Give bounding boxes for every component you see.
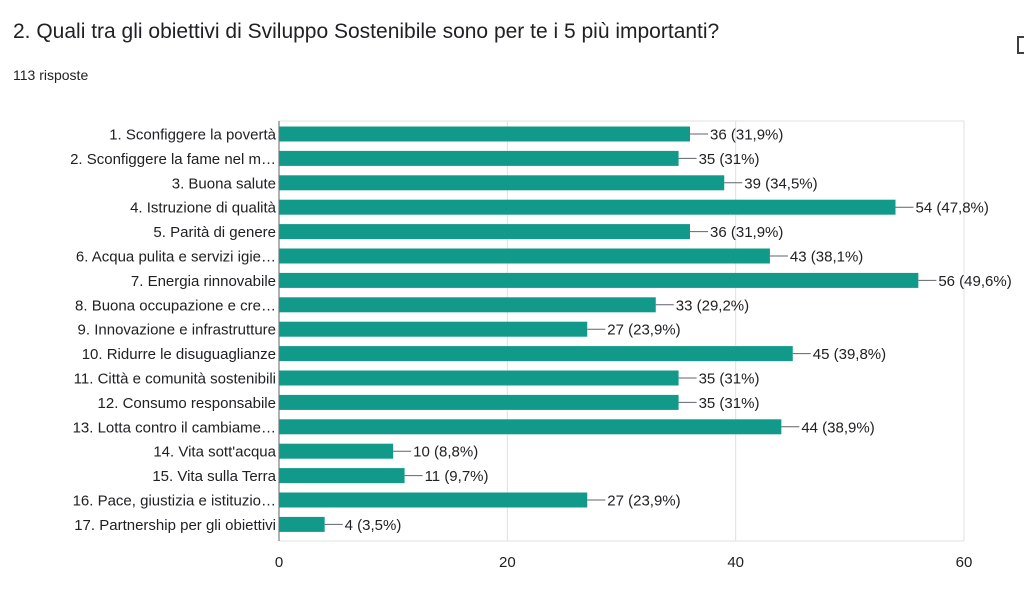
data-label: 44 (38,9%) — [801, 419, 874, 436]
bar — [279, 199, 896, 215]
bar — [279, 468, 405, 484]
bar — [279, 394, 679, 410]
category-label: 12. Consumo responsabile — [98, 395, 276, 412]
category-label: 9. Innovazione e infrastrutture — [78, 322, 276, 339]
bar — [279, 492, 588, 508]
data-label: 10 (8,8%) — [413, 444, 478, 461]
category-label: 13. Lotta contro il cambiame… — [73, 419, 276, 436]
question-title: 2. Quali tra gli obiettivi di Sviluppo S… — [13, 20, 720, 43]
data-label: 11 (9,7%) — [425, 468, 489, 485]
bar — [279, 248, 770, 264]
category-label: 5. Parità di genere — [153, 224, 276, 241]
bar — [279, 443, 394, 459]
category-label: 1. Sconfiggere la povertà — [109, 127, 276, 144]
copy-chart-icon[interactable] — [1017, 36, 1024, 54]
category-label: 4. Istruzione di qualità — [130, 200, 277, 217]
data-label: 43 (38,1%) — [790, 249, 863, 266]
data-label: 36 (31,9%) — [710, 224, 783, 241]
category-label: 14. Vita sott'acqua — [153, 444, 276, 461]
x-tick-label: 40 — [727, 554, 744, 571]
category-label: 3. Buona salute — [172, 175, 276, 192]
bar — [279, 224, 690, 240]
bar — [279, 419, 782, 435]
data-label: 33 (29,2%) — [676, 297, 749, 314]
category-label: 6. Acqua pulita e servizi igie… — [76, 249, 276, 266]
bar — [279, 175, 725, 191]
bar — [279, 150, 679, 166]
data-label: 35 (31%) — [699, 395, 760, 412]
bar — [279, 370, 679, 386]
bar — [279, 346, 793, 362]
data-label: 27 (23,9%) — [607, 493, 680, 510]
x-tick-label: 20 — [499, 554, 516, 571]
category-label: 15. Vita sulla Terra — [152, 468, 276, 485]
bar — [279, 126, 690, 142]
x-tick-label: 60 — [956, 554, 973, 571]
data-label: 39 (34,5%) — [744, 175, 817, 192]
bar — [279, 272, 919, 288]
data-label: 45 (39,8%) — [813, 346, 886, 363]
response-count: 113 risposte — [13, 67, 89, 83]
data-label: 35 (31%) — [699, 371, 760, 388]
category-label: 11. Città e comunità sostenibili — [74, 371, 276, 388]
bar — [279, 516, 325, 532]
category-label: 17. Partnership per gli obiettivi — [74, 517, 276, 534]
category-label: 10. Ridurre le disuguaglianze — [82, 346, 276, 363]
bar — [279, 321, 588, 337]
data-label: 56 (49,6%) — [938, 273, 1011, 290]
data-label: 35 (31%) — [699, 151, 760, 168]
bar — [279, 297, 656, 313]
data-label: 54 (47,8%) — [916, 200, 989, 217]
category-label: 2. Sconfiggere la fame nel m… — [70, 151, 276, 168]
data-label: 36 (31,9%) — [710, 127, 783, 144]
data-label: 27 (23,9%) — [607, 322, 680, 339]
x-tick-label: 0 — [275, 554, 283, 571]
category-label: 8. Buona occupazione e cre… — [75, 297, 276, 314]
data-label: 4 (3,5%) — [345, 517, 402, 534]
category-label: 16. Pace, giustizia e istituzio… — [73, 493, 276, 510]
category-label: 7. Energia rinnovabile — [131, 273, 276, 290]
